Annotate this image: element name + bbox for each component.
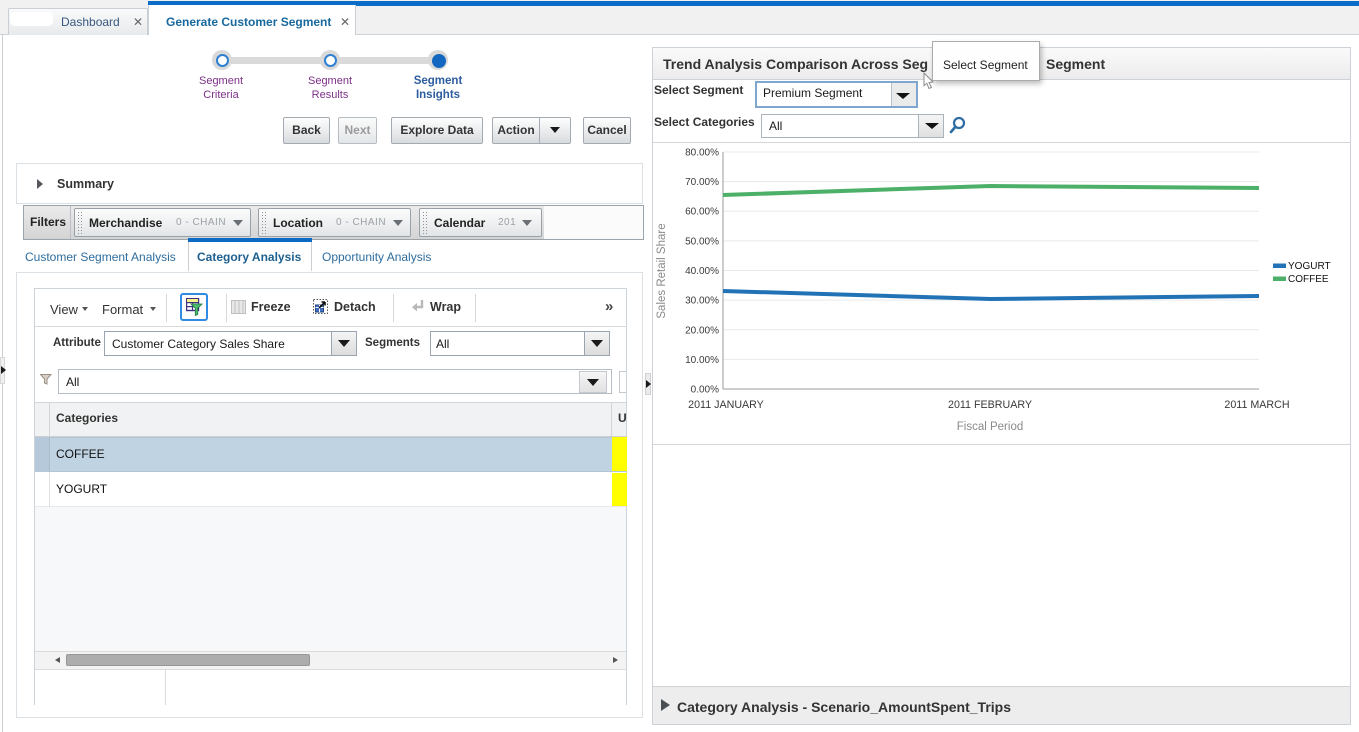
svg-text:COFFEE: COFFEE xyxy=(1288,274,1329,285)
svg-text:60.00%: 60.00% xyxy=(685,207,719,218)
svg-text:40.00%: 40.00% xyxy=(685,266,719,277)
svg-text:50.00%: 50.00% xyxy=(685,236,719,247)
svg-text:20.00%: 20.00% xyxy=(685,325,719,336)
svg-text:30.00%: 30.00% xyxy=(685,296,719,307)
svg-text:80.00%: 80.00% xyxy=(685,148,719,159)
svg-text:Sales Retail Share: Sales Retail Share xyxy=(656,223,668,318)
svg-text:Fiscal Period: Fiscal Period xyxy=(957,421,1023,433)
svg-text:2011 FEBRUARY: 2011 FEBRUARY xyxy=(948,399,1032,411)
svg-text:70.00%: 70.00% xyxy=(685,177,719,188)
svg-text:0.00%: 0.00% xyxy=(691,385,719,396)
svg-text:10.00%: 10.00% xyxy=(685,355,719,366)
svg-text:2011 MARCH: 2011 MARCH xyxy=(1224,399,1289,411)
svg-text:YOGURT: YOGURT xyxy=(1288,261,1331,272)
svg-text:2011 JANUARY: 2011 JANUARY xyxy=(688,399,764,411)
